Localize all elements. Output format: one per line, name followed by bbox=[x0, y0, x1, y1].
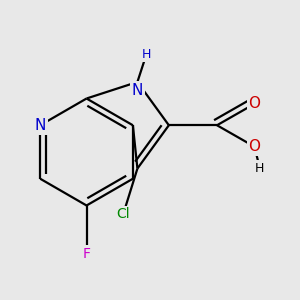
Text: N: N bbox=[34, 118, 46, 133]
Text: O: O bbox=[248, 139, 260, 154]
Text: F: F bbox=[82, 247, 91, 261]
Text: H: H bbox=[142, 47, 151, 61]
Text: Cl: Cl bbox=[116, 208, 130, 221]
Text: H: H bbox=[255, 161, 265, 175]
Text: N: N bbox=[132, 82, 143, 98]
Text: O: O bbox=[248, 96, 260, 111]
